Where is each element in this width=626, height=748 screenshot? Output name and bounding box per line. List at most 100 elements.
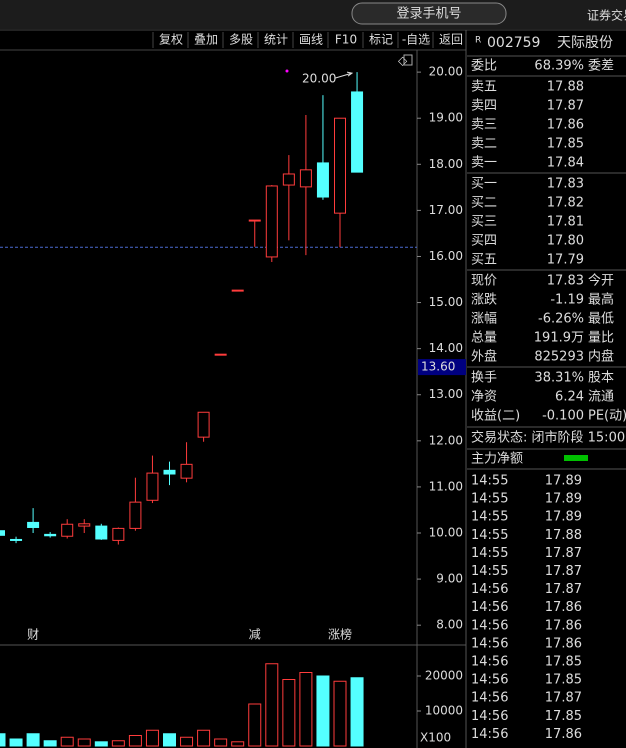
field-value: -0.100 (542, 409, 584, 424)
field-value: 38.31% (534, 371, 584, 386)
ask-price: 17.87 (547, 99, 584, 114)
candle-body (299, 169, 312, 188)
login-text[interactable]: 登录手机号 (396, 7, 461, 22)
field-label: 内盘 (588, 349, 614, 365)
status: 交易状态: 闭市阶段 15:00 (471, 430, 625, 446)
field-value: 68.39% (534, 59, 584, 74)
candle-body (248, 219, 261, 222)
field-label: 量比 (588, 331, 614, 346)
price-cursor (418, 359, 466, 376)
candle-body (214, 353, 227, 356)
volume-bar (77, 738, 91, 747)
y-tick-label: 12.00 (429, 433, 463, 447)
y-tick-label: 8.00 (436, 618, 463, 632)
candle-body (282, 173, 295, 186)
toolbar-button[interactable]: 复权 (159, 33, 183, 47)
trade-link[interactable]: 证券交易 (587, 8, 626, 23)
volume-tick-label: 10000 (425, 704, 463, 718)
top-bar (0, 0, 626, 29)
field-label: 委比 (471, 59, 497, 74)
y-tick-label: 13.00 (429, 387, 463, 401)
flow-bar (564, 455, 588, 461)
bid-label: 买一 (471, 177, 497, 192)
field-label: 换手 (471, 371, 497, 386)
candle-body (197, 411, 210, 438)
field-label: 净资 (471, 390, 497, 405)
bid-price: 17.82 (547, 196, 584, 211)
field-label: 总量 (471, 331, 497, 346)
y-tick-label: 19.00 (429, 111, 463, 125)
toolbar-button[interactable]: 多股 (229, 33, 253, 47)
toolbar-button[interactable]: 画线 (299, 33, 323, 47)
tick-price: 17.89 (545, 510, 582, 525)
tick-time: 14:56 (471, 618, 508, 633)
volume-bar (282, 679, 296, 747)
ask-label: 卖四 (471, 99, 497, 114)
tick-price: 17.87 (545, 546, 582, 561)
toolbar-button[interactable]: 返回 (439, 33, 463, 47)
candle-body (44, 533, 57, 537)
tick-price: 17.85 (545, 709, 582, 724)
tick-price: 17.85 (545, 655, 582, 670)
icon[interactable]: ◇ (398, 54, 408, 68)
y-tick-label: 9.00 (436, 572, 463, 586)
field-label: 委差 (588, 59, 614, 74)
field-label: 最低 (588, 312, 614, 327)
tick-time: 14:56 (471, 709, 508, 724)
field-label: 外盘 (471, 349, 497, 365)
ask-label: 卖三 (471, 118, 497, 133)
y-tick-label: 10.00 (429, 526, 463, 540)
bid-price: 17.80 (547, 234, 584, 249)
event-marker[interactable]: 涨榜 (328, 627, 352, 642)
volume-bar (26, 733, 40, 747)
tick-time: 14:56 (471, 600, 508, 615)
tick-time: 14:56 (471, 691, 508, 706)
tick-time: 14:55 (471, 546, 508, 561)
toolbar-button[interactable]: F10 (335, 33, 357, 47)
tick-price: 17.86 (545, 727, 582, 742)
volume-bar (350, 677, 364, 747)
candle-body (231, 289, 244, 292)
tick-time: 14:55 (471, 474, 508, 489)
event-marker[interactable]: 减 (249, 628, 261, 642)
field-label: 最高 (588, 292, 614, 308)
ask-price: 17.85 (547, 137, 584, 152)
y-tick-label: 14.00 (429, 341, 463, 355)
candle-body (95, 525, 108, 540)
login-button[interactable] (351, 2, 507, 25)
toolbar-button[interactable]: 统计 (264, 33, 288, 47)
volume-bar (214, 738, 228, 747)
bid-price: 17.83 (547, 177, 584, 192)
y-tick-label: 16.00 (429, 249, 463, 263)
volume-bar (60, 736, 74, 747)
y-tick-label: 20.00 (429, 65, 463, 79)
tick-price: 17.86 (545, 600, 582, 615)
candle-body (10, 538, 23, 541)
field-label: 股本 (588, 371, 614, 386)
volume-bar (299, 672, 313, 747)
icon[interactable] (403, 54, 413, 66)
price-cursor-label: 13.60 (421, 360, 455, 374)
stock-name: 天际股份 (557, 35, 613, 51)
field-label: 流通 (588, 390, 614, 405)
tick-time: 14:55 (471, 564, 508, 579)
volume-bar (145, 729, 159, 747)
toolbar-button[interactable]: 标记 (369, 33, 393, 47)
tick-price: 17.87 (545, 582, 582, 597)
candle-body (180, 463, 193, 479)
toolbar-button[interactable]: 叠加 (194, 33, 218, 47)
field-label: 涨幅 (471, 312, 497, 327)
bid-price: 17.81 (547, 215, 584, 230)
ask-price: 17.88 (547, 80, 584, 95)
candle-body (0, 530, 5, 536)
field-label: 收益(二) (471, 409, 520, 424)
field-value: 6.24 (555, 390, 584, 405)
volume-bar (231, 741, 245, 747)
field-label: 今开 (588, 273, 614, 289)
event-marker[interactable]: 财 (27, 628, 39, 642)
toolbar-button[interactable]: -自选 (402, 33, 430, 47)
bid-label: 买五 (471, 253, 497, 268)
tick-price: 17.86 (545, 618, 582, 633)
tick-time: 14:56 (471, 727, 508, 742)
